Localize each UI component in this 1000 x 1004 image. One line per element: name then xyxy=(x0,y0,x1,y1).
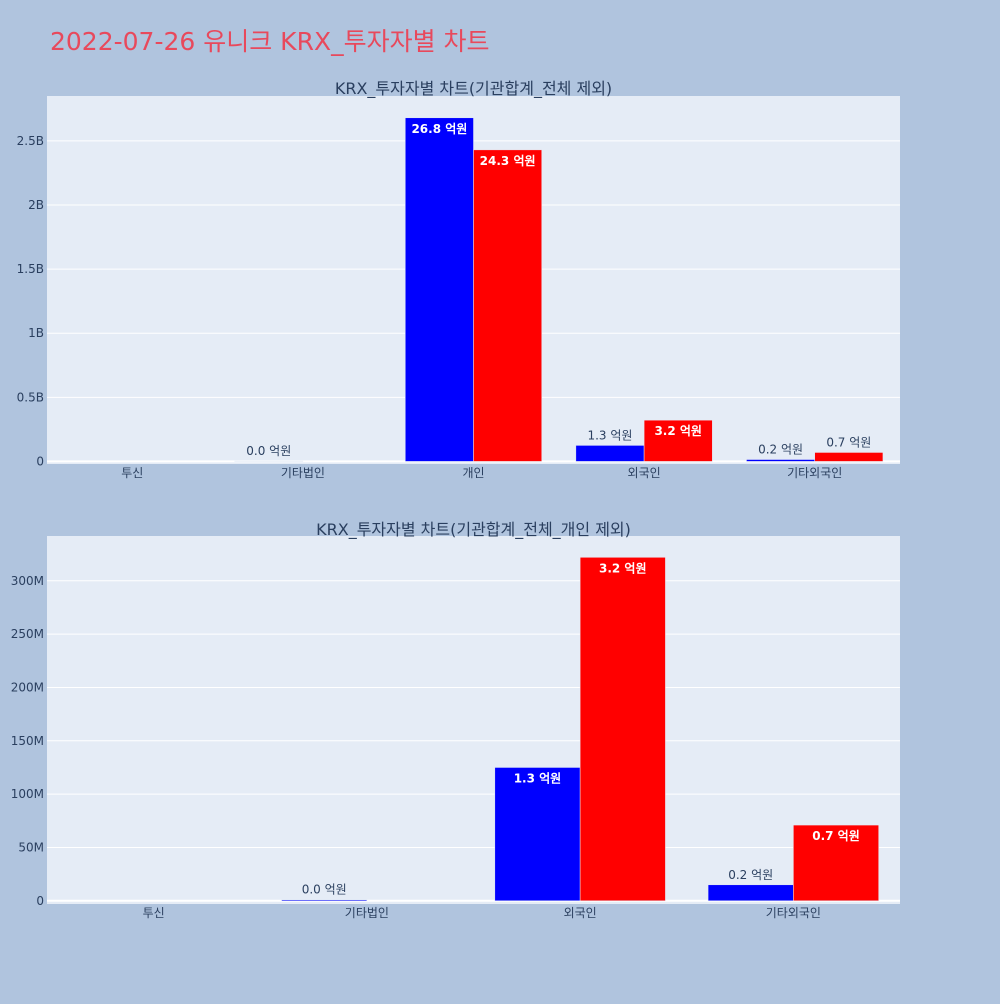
bar xyxy=(474,150,542,462)
bar xyxy=(576,445,644,461)
bar-value-label: 1.3 억원 xyxy=(587,428,632,442)
bar xyxy=(746,460,814,462)
bar-value-label: 26.8 억원 xyxy=(411,122,467,136)
bar-value-label: 0.2 억원 xyxy=(758,443,803,457)
x-tick-label: 기타외국인 xyxy=(787,466,842,480)
y-tick-label: 200M xyxy=(11,680,44,694)
y-tick-label: 100M xyxy=(11,787,44,801)
y-tick-label: 150M xyxy=(11,734,44,748)
x-tick-label: 외국인 xyxy=(564,906,597,920)
bar xyxy=(708,885,793,901)
y-tick-label: 250M xyxy=(11,627,44,641)
bar xyxy=(282,900,367,901)
y-tick-label: 2B xyxy=(28,198,44,212)
bar-value-label: 3.2 억원 xyxy=(599,561,647,575)
y-tick-label: 50M xyxy=(18,840,44,854)
x-tick-label: 외국인 xyxy=(628,466,661,480)
bar xyxy=(815,452,883,461)
bar-value-label: 0.2 억원 xyxy=(728,868,773,882)
page-title: 2022-07-26 유니크 KRX_투자자별 차트 xyxy=(50,22,490,58)
x-tick-label: 투신 xyxy=(121,466,143,480)
x-tick-label: 기타법인 xyxy=(281,466,325,480)
plot-area-2 xyxy=(47,536,900,904)
y-tick-label: 0.5B xyxy=(17,390,44,404)
bar-value-label: 1.3 억원 xyxy=(514,771,562,785)
y-tick-label: 2.5B xyxy=(17,134,44,148)
bar-value-label: 0.0 억원 xyxy=(302,883,347,897)
y-tick-label: 0 xyxy=(36,894,44,908)
y-tick-label: 1B xyxy=(28,326,44,340)
bar-value-label: 3.2 억원 xyxy=(654,424,702,438)
x-tick-label: 기타법인 xyxy=(345,906,389,920)
bar-value-label: 0.0 억원 xyxy=(246,444,291,458)
bar xyxy=(495,767,580,900)
bar xyxy=(405,118,473,462)
y-tick-label: 1.5B xyxy=(17,262,44,276)
subplot-title: KRX_투자자별 차트(기관합계_전체 제외) xyxy=(335,79,612,99)
bar-value-label: 0.7 억원 xyxy=(826,435,871,449)
y-tick-label: 300M xyxy=(11,574,44,588)
y-tick-label: 0 xyxy=(36,454,44,468)
subplot-title: KRX_투자자별 차트(기관합계_전체_개인 제외) xyxy=(316,520,631,540)
bar xyxy=(580,557,665,900)
bar-value-label: 0.7 억원 xyxy=(812,829,860,843)
x-tick-label: 투신 xyxy=(143,906,165,920)
bar-value-label: 24.3 억원 xyxy=(480,154,536,168)
x-tick-label: 개인 xyxy=(462,466,484,480)
x-tick-label: 기타외국인 xyxy=(766,906,821,920)
